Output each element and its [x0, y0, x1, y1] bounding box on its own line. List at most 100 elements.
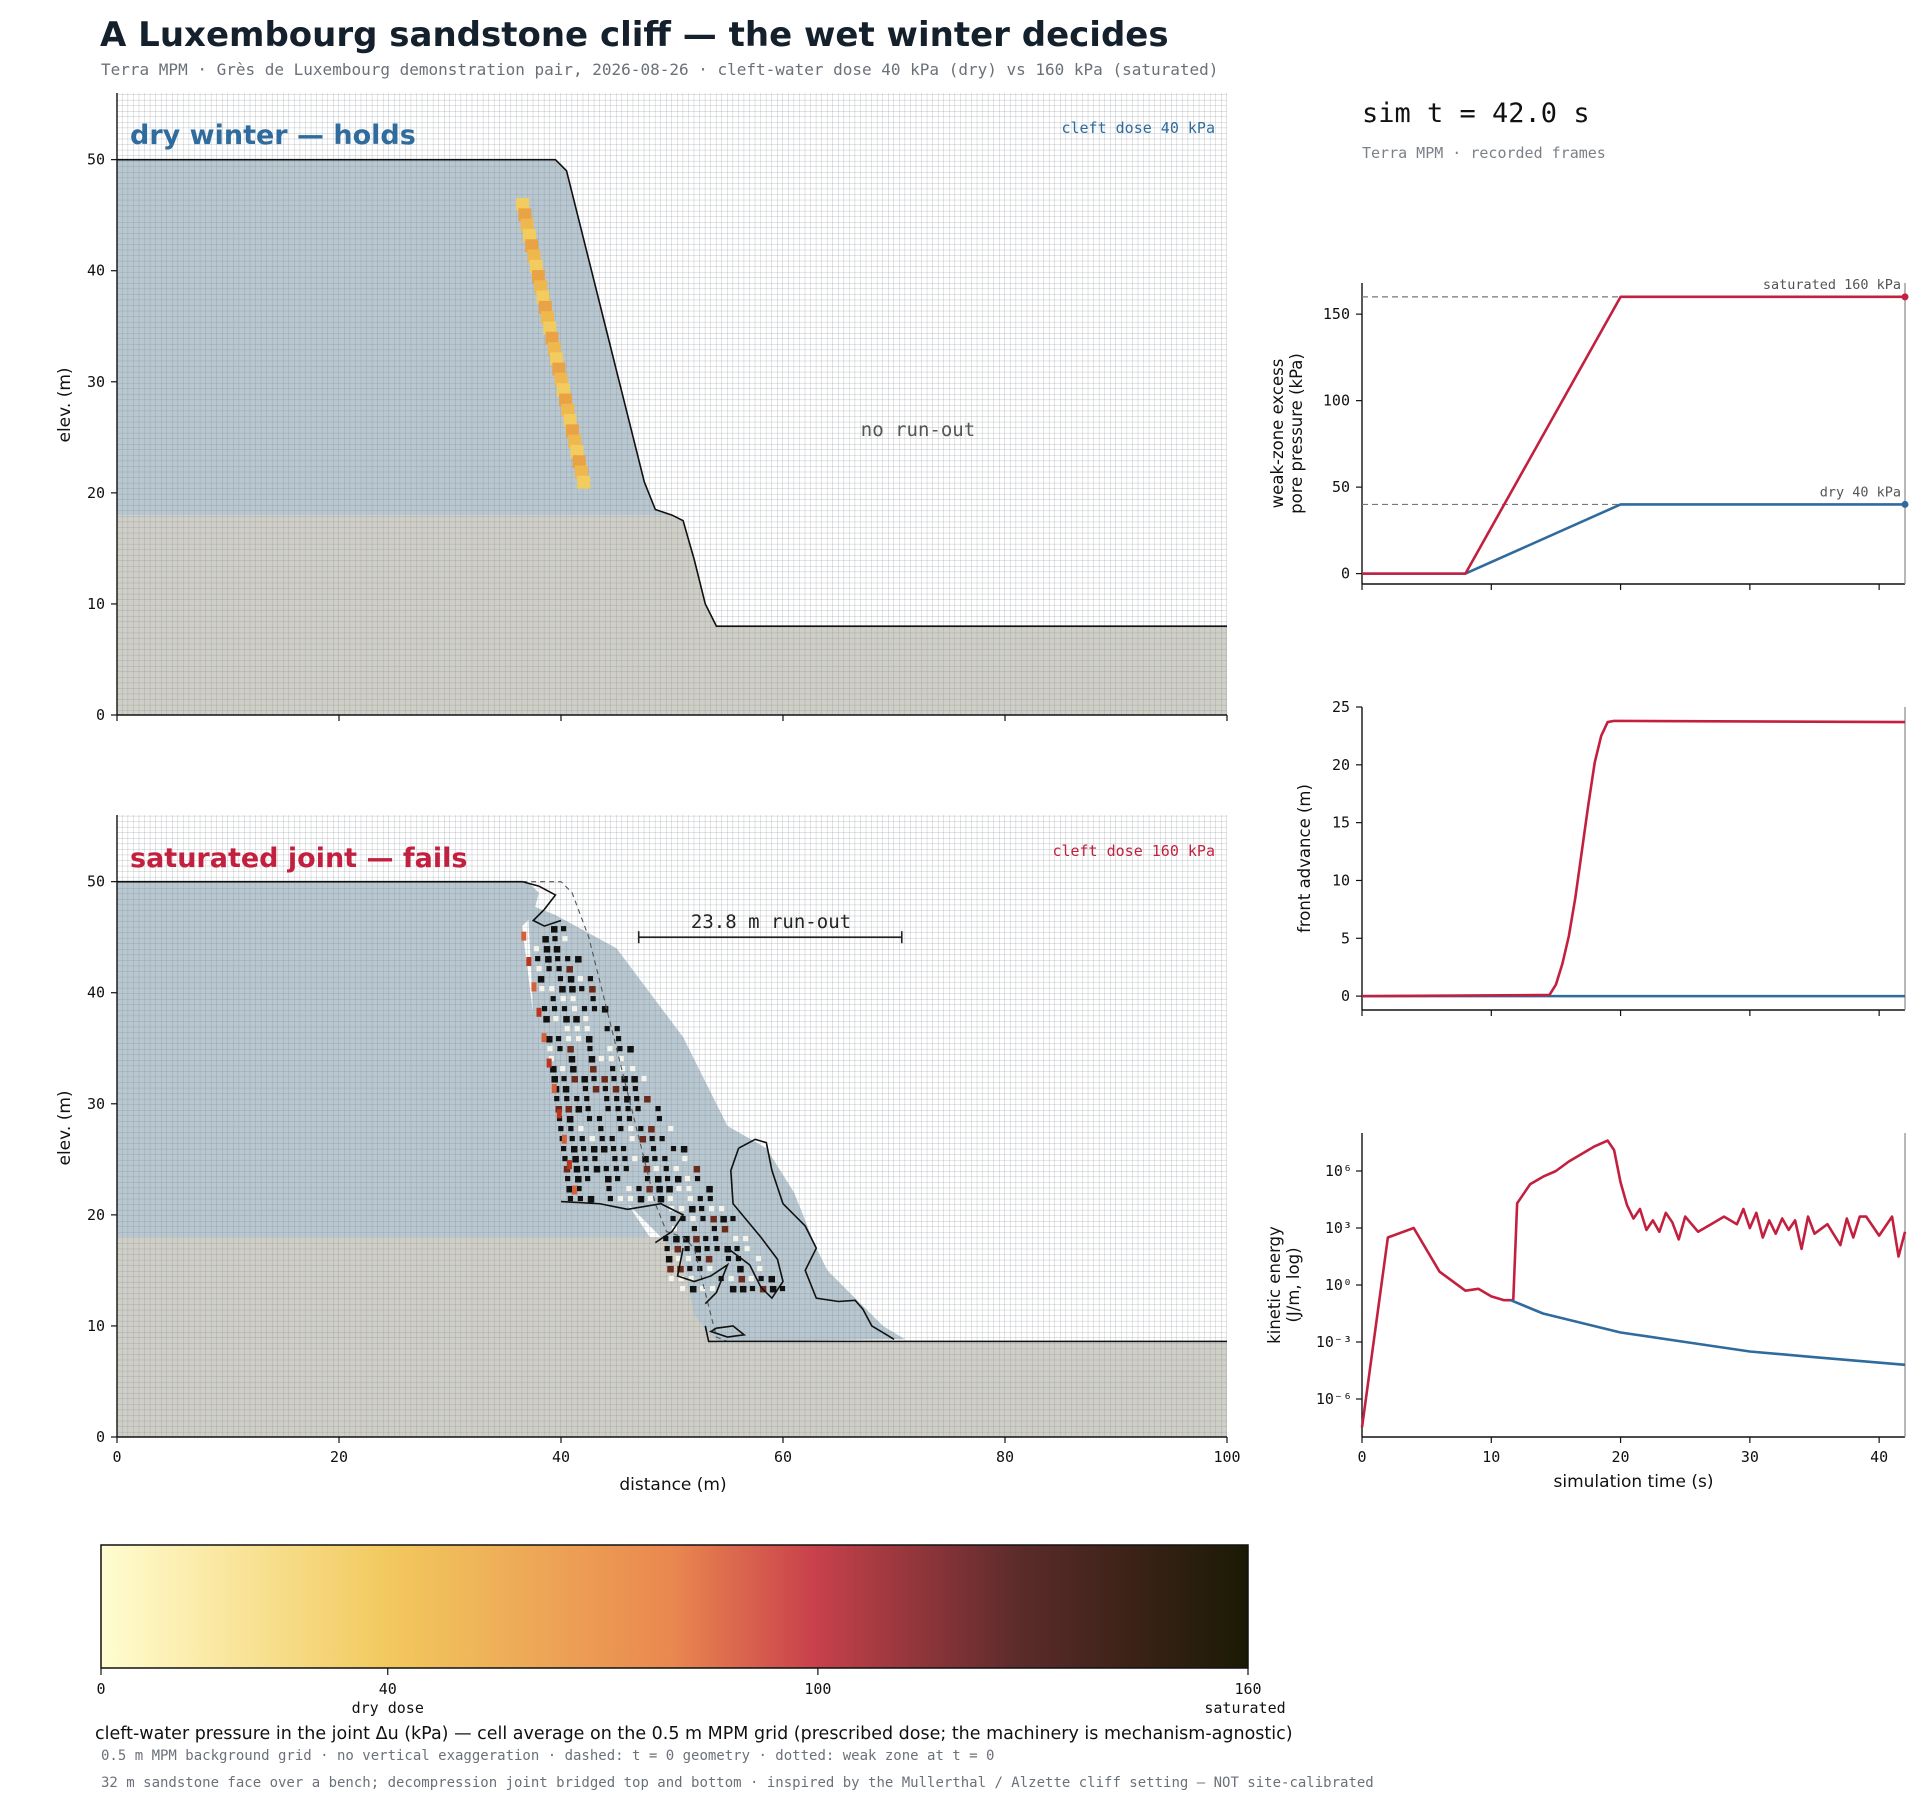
debris-particle — [564, 1096, 570, 1102]
debris-particle — [631, 1076, 638, 1083]
debris-particle-light — [607, 1046, 613, 1052]
debris-particle-light — [709, 1205, 715, 1212]
debris-particle — [645, 1175, 651, 1182]
weak-zone-cell — [570, 444, 584, 458]
debris-particle — [565, 1175, 571, 1182]
debris-particle-light — [632, 1155, 638, 1162]
debris-particle — [617, 1046, 623, 1052]
debris-particle — [542, 936, 549, 943]
weak-zone-cell — [518, 208, 532, 222]
debris-particle-light — [757, 1265, 763, 1272]
weak-zone-residual — [541, 1033, 547, 1043]
y-tick-label: 20 — [1332, 756, 1350, 774]
debris-particle — [592, 1086, 600, 1093]
debris-particle-light — [748, 1275, 754, 1282]
footer-note-1: 0.5 m MPM background grid · no vertical … — [101, 1748, 994, 1764]
debris-particle — [573, 1165, 581, 1173]
debris-particle — [586, 1116, 593, 1122]
y-tick-label: 50 — [1332, 478, 1350, 496]
debris-particle — [590, 996, 596, 1002]
weak-zone-residual — [521, 931, 527, 941]
y-tick-label: 100 — [1323, 392, 1350, 410]
debris-particle — [666, 1185, 673, 1193]
y-tick-label: 20 — [87, 1206, 105, 1224]
debris-particle — [646, 1185, 653, 1193]
debris-particle — [555, 956, 561, 962]
debris-particle — [566, 1116, 574, 1123]
debris-particle — [626, 1116, 633, 1122]
chart-ylabel: weak-zone excesspore pressure (kPa) — [1268, 353, 1306, 514]
saturated-series-line — [1361, 719, 1906, 998]
debris-particle — [535, 956, 541, 962]
debris-particle — [584, 1096, 590, 1102]
debris-particle — [634, 1096, 640, 1102]
weak-zone-cell — [522, 228, 536, 242]
debris-particle — [559, 986, 566, 993]
debris-particle — [693, 1235, 700, 1243]
weak-zone-cell — [541, 311, 555, 325]
x-tick-label: 80 — [996, 1448, 1014, 1466]
debris-particle — [613, 1165, 619, 1172]
debris-particle — [554, 1096, 560, 1102]
debris-particle — [636, 1185, 642, 1192]
debris-particle-light — [577, 976, 584, 982]
debris-particle — [622, 1086, 628, 1092]
debris-particle-light — [728, 1275, 734, 1282]
debris-particle — [607, 1195, 613, 1202]
debris-particle — [591, 1076, 597, 1082]
debris-particle — [605, 1175, 612, 1183]
dry-series-line — [1362, 503, 1905, 575]
debris-particle — [551, 1076, 558, 1083]
debris-particle-light — [533, 946, 539, 952]
debris-particle — [612, 1155, 618, 1162]
weak-zone-residual — [572, 1185, 578, 1195]
debris-particle — [574, 1096, 580, 1102]
debris-particle-light — [653, 1165, 659, 1172]
weak-zone-cell — [561, 403, 575, 417]
debris-particle — [582, 1086, 588, 1092]
debris-particle — [562, 1086, 570, 1093]
reference-line-label: saturated 160 kPa — [1763, 277, 1901, 293]
debris-particle-light — [679, 1285, 686, 1292]
dry-ylabel: elev. (m) — [55, 367, 75, 442]
debris-particle — [615, 1036, 622, 1042]
debris-particle — [587, 976, 593, 982]
x-tick-label: 10 — [1482, 1448, 1500, 1466]
debris-particle-light — [539, 986, 545, 992]
figure-subtitle: Terra MPM · Grès de Luxembourg demonstra… — [101, 60, 1218, 79]
saturated-series-line — [1360, 1139, 1907, 1428]
debris-particle — [693, 1165, 701, 1173]
y-tick-label: 10⁶ — [1325, 1162, 1352, 1180]
saturated-axes: 0 10 20 30 40 50 0 20 40 60 80 100 — [87, 815, 1241, 1466]
colorbar-tick-label: 100 — [804, 1680, 831, 1698]
debris-particle — [768, 1275, 776, 1283]
debris-particle — [561, 1076, 567, 1082]
debris-particle — [656, 1185, 663, 1193]
debris-particle-light — [685, 1255, 692, 1262]
debris-particle — [543, 946, 551, 953]
dry-mpm-grid — [117, 93, 1227, 715]
debris-particle — [705, 1255, 713, 1263]
debris-particle — [557, 1046, 563, 1052]
x-tick-label: 0 — [1357, 1448, 1366, 1466]
y-tick-label: 0 — [1341, 987, 1350, 1005]
y-tick-label: 10 — [1332, 871, 1350, 889]
chart-xlabel: simulation time (s) — [1554, 1472, 1714, 1492]
debris-particle — [561, 926, 567, 932]
kinetic-energy-chart: 0 10 20 30 40 10⁶ 10³ 10⁰ 10⁻³ 10⁻⁶ kinetic energy… — [1265, 1133, 1907, 1492]
y-tick-label: 25 — [1332, 698, 1350, 716]
y-tick-label: 10⁻⁶ — [1316, 1390, 1352, 1408]
debris-particle — [563, 1165, 571, 1173]
debris-particle — [596, 1116, 603, 1122]
debris-particle — [689, 1285, 697, 1293]
debris-particle — [674, 1245, 682, 1253]
chart-ylabel: kinetic energy(J/m, log) — [1265, 1226, 1303, 1344]
debris-particle — [663, 1235, 669, 1242]
debris-particle — [569, 1135, 575, 1142]
debris-particle — [616, 1116, 623, 1122]
debris-particle — [683, 1235, 690, 1243]
debris-particle — [566, 1185, 573, 1193]
debris-particle-light — [679, 1205, 685, 1212]
debris-particle-light — [647, 1195, 653, 1202]
